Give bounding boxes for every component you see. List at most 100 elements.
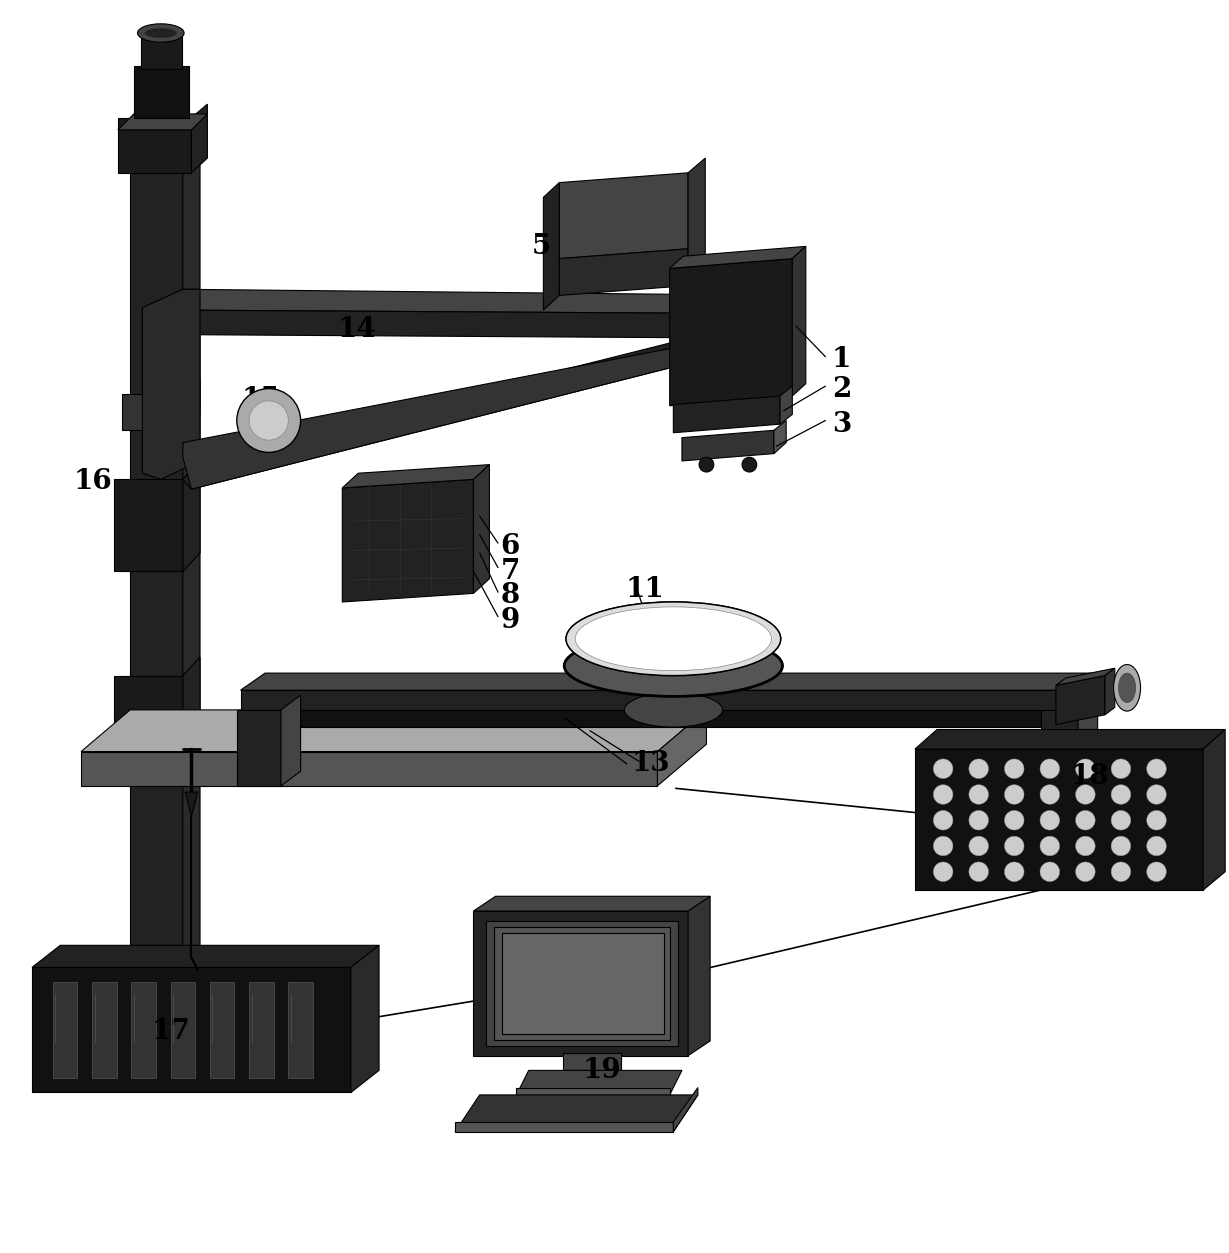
Polygon shape: [143, 289, 200, 480]
Polygon shape: [485, 921, 678, 1046]
Circle shape: [1004, 759, 1024, 778]
Polygon shape: [1041, 710, 1078, 786]
Text: 12: 12: [691, 613, 730, 640]
Polygon shape: [183, 289, 787, 313]
Polygon shape: [171, 982, 195, 1078]
Polygon shape: [183, 377, 200, 430]
Polygon shape: [670, 258, 793, 406]
Polygon shape: [563, 1054, 621, 1070]
Polygon shape: [688, 896, 710, 1056]
Circle shape: [968, 811, 988, 829]
Polygon shape: [81, 752, 658, 786]
Ellipse shape: [624, 693, 723, 727]
Circle shape: [237, 388, 301, 452]
Ellipse shape: [1118, 673, 1136, 703]
Circle shape: [968, 862, 988, 882]
Polygon shape: [183, 657, 200, 749]
Polygon shape: [122, 393, 183, 430]
Polygon shape: [183, 114, 200, 1068]
Polygon shape: [559, 173, 688, 258]
Polygon shape: [237, 710, 281, 786]
Circle shape: [1075, 784, 1095, 804]
Circle shape: [1040, 811, 1059, 829]
Circle shape: [1147, 784, 1166, 804]
Polygon shape: [543, 183, 559, 311]
Polygon shape: [501, 933, 664, 1034]
Polygon shape: [132, 982, 156, 1078]
Polygon shape: [249, 982, 274, 1078]
Polygon shape: [914, 749, 1203, 890]
Text: 3: 3: [832, 411, 850, 437]
Circle shape: [1004, 784, 1024, 804]
Circle shape: [1004, 862, 1024, 882]
Polygon shape: [473, 911, 688, 1056]
Text: 15: 15: [242, 386, 280, 413]
Polygon shape: [183, 313, 787, 489]
Polygon shape: [281, 695, 301, 786]
Polygon shape: [192, 104, 208, 173]
Circle shape: [249, 401, 289, 440]
Text: 19: 19: [583, 1056, 622, 1084]
Circle shape: [1004, 811, 1024, 829]
Polygon shape: [516, 1070, 682, 1095]
Circle shape: [742, 457, 757, 472]
Circle shape: [933, 862, 952, 882]
Circle shape: [1147, 759, 1166, 778]
Circle shape: [1040, 862, 1059, 882]
Circle shape: [699, 457, 714, 472]
Polygon shape: [53, 982, 77, 1078]
Polygon shape: [1203, 729, 1225, 890]
Polygon shape: [516, 1088, 670, 1095]
Text: 11: 11: [626, 576, 665, 603]
Polygon shape: [343, 480, 473, 601]
Circle shape: [1111, 759, 1131, 778]
Text: 1: 1: [832, 346, 850, 372]
Ellipse shape: [644, 659, 703, 679]
Text: 8: 8: [500, 583, 520, 609]
Polygon shape: [682, 430, 774, 461]
Text: 13: 13: [632, 751, 671, 777]
Ellipse shape: [567, 601, 780, 675]
Circle shape: [1004, 836, 1024, 856]
Polygon shape: [92, 982, 117, 1078]
Polygon shape: [455, 1121, 673, 1131]
Circle shape: [933, 836, 952, 856]
Polygon shape: [559, 249, 688, 296]
Circle shape: [1111, 836, 1131, 856]
Circle shape: [1111, 784, 1131, 804]
Ellipse shape: [145, 28, 177, 38]
Polygon shape: [186, 792, 198, 817]
Polygon shape: [183, 311, 787, 338]
Circle shape: [1075, 811, 1095, 829]
Polygon shape: [673, 1088, 698, 1131]
Polygon shape: [473, 465, 489, 594]
Polygon shape: [32, 945, 379, 967]
Text: 7: 7: [500, 558, 520, 585]
Ellipse shape: [564, 635, 783, 697]
Polygon shape: [645, 663, 688, 714]
Polygon shape: [780, 386, 793, 425]
Circle shape: [933, 784, 952, 804]
Polygon shape: [688, 654, 705, 710]
Circle shape: [1111, 811, 1131, 829]
Polygon shape: [183, 326, 787, 489]
Circle shape: [1147, 811, 1166, 829]
Polygon shape: [455, 1095, 698, 1131]
Polygon shape: [210, 982, 235, 1078]
Circle shape: [1075, 836, 1095, 856]
Circle shape: [1147, 862, 1166, 882]
Polygon shape: [473, 896, 710, 911]
Circle shape: [1075, 759, 1095, 778]
Polygon shape: [241, 710, 1074, 727]
Circle shape: [1040, 784, 1059, 804]
Polygon shape: [343, 465, 489, 487]
Polygon shape: [793, 247, 806, 396]
Text: 5: 5: [531, 233, 551, 259]
Circle shape: [1111, 862, 1131, 882]
Circle shape: [968, 759, 988, 778]
Text: 2: 2: [832, 376, 850, 403]
Circle shape: [1147, 836, 1166, 856]
Polygon shape: [81, 710, 707, 752]
Circle shape: [1075, 862, 1095, 882]
Polygon shape: [658, 710, 707, 786]
